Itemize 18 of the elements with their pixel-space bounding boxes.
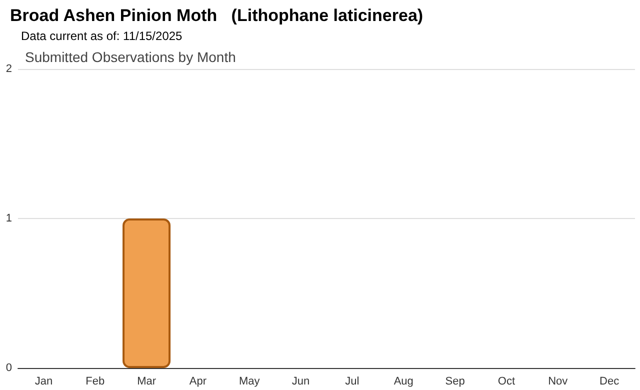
x-tick-label: Jan: [34, 376, 53, 388]
chart-subtitle: Data current as of: 11/15/2025: [21, 29, 183, 43]
text: Submitted Observations by Month: [25, 49, 236, 65]
x-tick-label: Apr: [189, 376, 207, 388]
x-tick-label: Sep: [445, 376, 465, 388]
x-tick-label: Mar: [137, 376, 156, 388]
x-tick-label: Nov: [548, 376, 568, 388]
x-tick-label: Dec: [600, 376, 620, 388]
x-tick-label: Oct: [498, 376, 516, 388]
y-tick-label: 1: [6, 212, 12, 224]
x-tick-label: Feb: [86, 376, 105, 388]
x-tick-label: Jun: [292, 376, 310, 388]
y-tick-label: 2: [6, 63, 12, 75]
x-tick-label: Aug: [394, 376, 414, 388]
x-tick-label: May: [238, 376, 260, 388]
chart-title: Broad Ashen Pinion Moth (Lithophane laticinerea): [10, 6, 424, 25]
x-tick-label: Jul: [345, 376, 360, 388]
y-tick-label: 0: [6, 362, 12, 374]
